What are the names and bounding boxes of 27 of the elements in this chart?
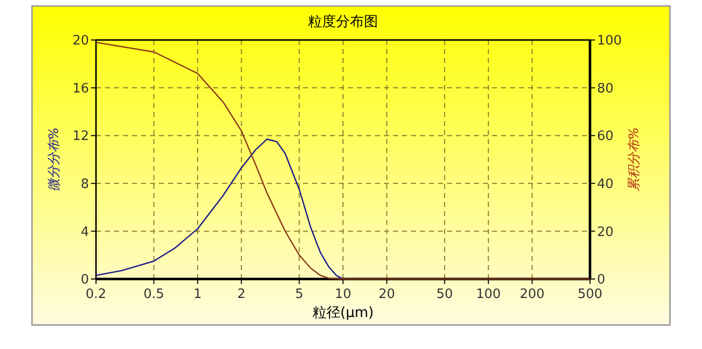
- y-tick-label: 16: [72, 81, 89, 96]
- y-tick-label: 8: [80, 176, 89, 192]
- y-tick-label: 12: [72, 129, 89, 144]
- x-tick-label: 5: [295, 287, 304, 302]
- y2-tick-label: 100: [597, 34, 622, 49]
- x-tick-label: 1: [193, 287, 202, 302]
- y2-tick-label: 40: [597, 176, 614, 192]
- y2-tick-label: 60: [597, 129, 614, 144]
- x-tick-label: 500: [578, 287, 602, 302]
- y2-tick-label: 80: [597, 81, 614, 96]
- x-tick-label: 0.5: [144, 287, 164, 302]
- x-tick-label: 50: [436, 287, 453, 302]
- x-tick-label: 200: [520, 287, 545, 302]
- y-tick-label: 0: [80, 272, 89, 288]
- x-tick-label: 10: [334, 287, 352, 302]
- y2-tick-label: 0: [597, 272, 606, 288]
- y-tick-label: 4: [80, 224, 89, 240]
- y2-axis-title: 累积分布%: [627, 127, 642, 192]
- y-tick-label: 20: [72, 34, 89, 49]
- y2-tick-label: 20: [597, 224, 614, 240]
- chart-title: 粒度分布图: [308, 14, 378, 30]
- x-tick-label: 0.2: [86, 287, 106, 302]
- x-tick-label: 20: [378, 287, 396, 302]
- x-tick-label: 100: [476, 287, 501, 302]
- y-axis-title: 微分分布%: [47, 127, 62, 192]
- x-tick-label: 2: [237, 287, 246, 302]
- x-axis-title: 粒径(μm): [312, 305, 374, 321]
